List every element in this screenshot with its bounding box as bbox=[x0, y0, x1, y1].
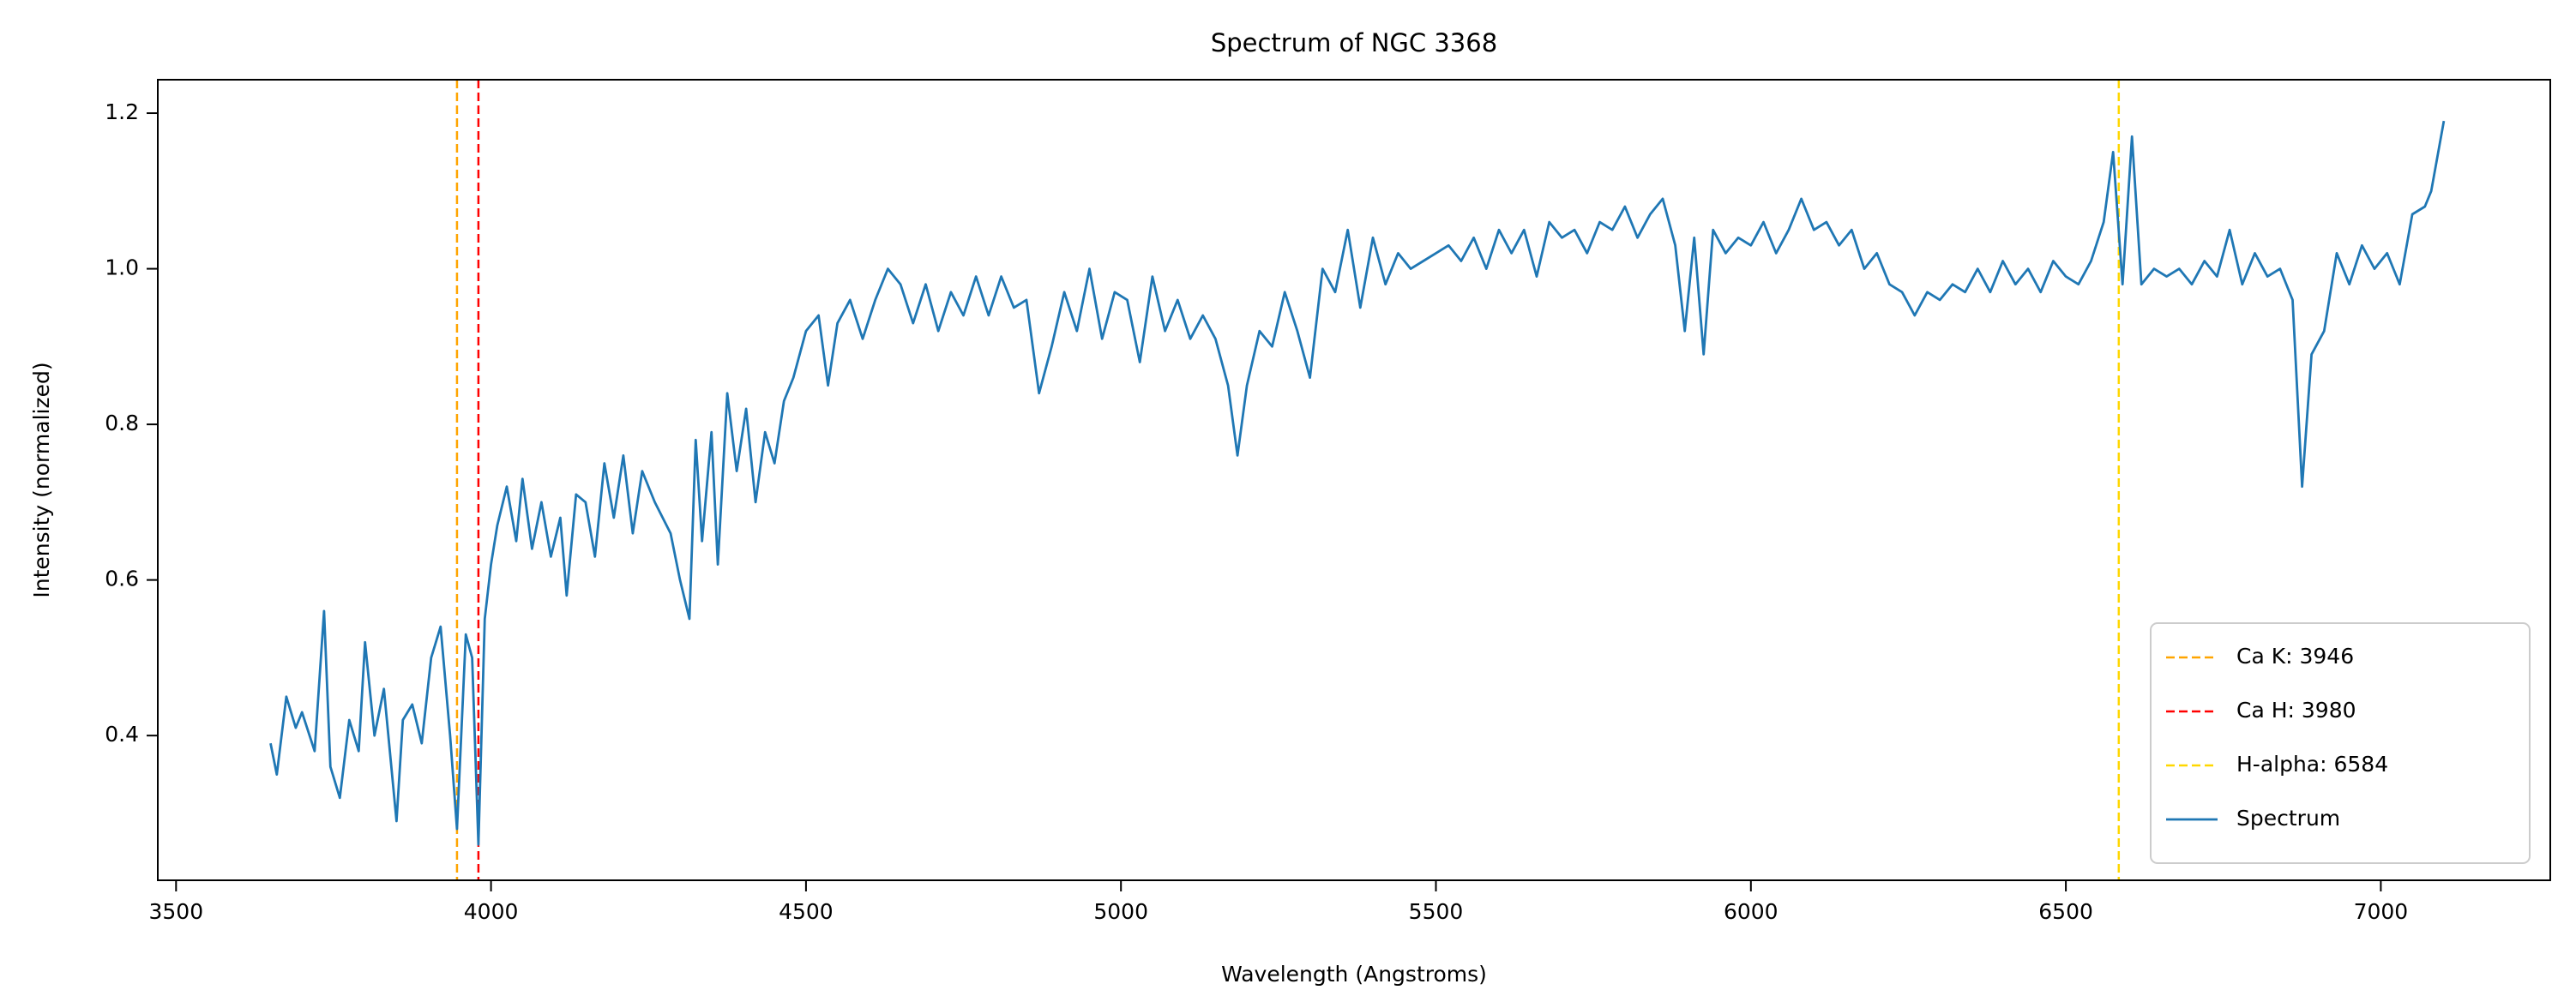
legend-box bbox=[2150, 622, 2531, 864]
chart-title: Spectrum of NGC 3368 bbox=[1211, 28, 1497, 57]
y-tick-label: 0.8 bbox=[105, 411, 139, 435]
legend-label: Ca K: 3946 bbox=[2236, 644, 2354, 669]
legend-label: H-alpha: 6584 bbox=[2236, 752, 2388, 777]
x-tick-label: 6000 bbox=[1724, 899, 1779, 924]
x-tick-label: 4500 bbox=[779, 899, 834, 924]
y-tick-label: 1.0 bbox=[105, 255, 139, 280]
x-tick-label: 7000 bbox=[2354, 899, 2409, 924]
x-tick-label: 4000 bbox=[464, 899, 519, 924]
x-tick-label: 5500 bbox=[1409, 899, 1464, 924]
y-tick-label: 0.4 bbox=[105, 722, 139, 747]
x-axis-label: Wavelength (Angstroms) bbox=[1221, 962, 1487, 987]
x-tick-label: 6500 bbox=[2038, 899, 2093, 924]
legend-label: Spectrum bbox=[2236, 806, 2340, 831]
plot-frame bbox=[157, 79, 2551, 881]
y-tick-label: 1.2 bbox=[105, 99, 139, 124]
x-tick-label: 5000 bbox=[1093, 899, 1148, 924]
legend-label: Ca H: 3980 bbox=[2236, 698, 2356, 723]
y-tick-label: 0.6 bbox=[105, 567, 139, 591]
y-axis-label: Intensity (normalized) bbox=[29, 362, 54, 597]
spectrum-line bbox=[269, 120, 2446, 846]
x-tick-label: 3500 bbox=[148, 899, 203, 924]
